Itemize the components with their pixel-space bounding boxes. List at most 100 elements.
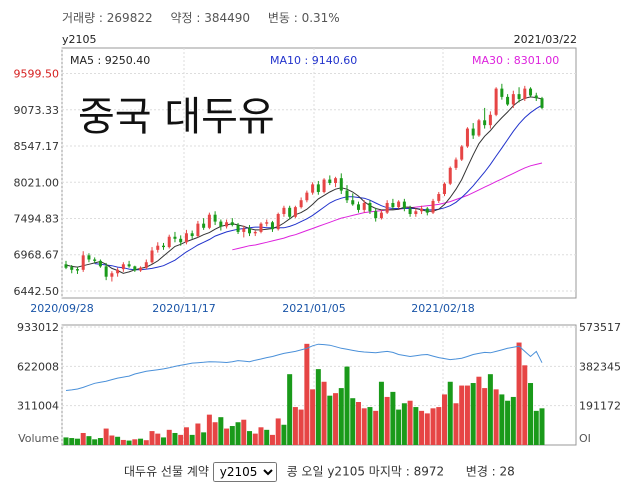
- price-change-info: 변경 : 28: [465, 464, 515, 479]
- volume-bar: [258, 427, 264, 445]
- volume-bar: [516, 342, 522, 445]
- volume-bar: [459, 385, 465, 445]
- candle: [127, 260, 131, 268]
- volume-bar: [315, 369, 321, 445]
- candle-layer: [64, 83, 544, 282]
- volume-bar: [172, 432, 178, 445]
- volume-bar: [528, 383, 534, 445]
- volume-bar: [304, 343, 310, 445]
- candle: [293, 205, 297, 219]
- volume-bar: [355, 401, 361, 445]
- candle: [75, 267, 79, 274]
- change-stat: 변동 : 0.31%: [267, 11, 340, 25]
- volume-bar: [218, 417, 224, 445]
- candle: [402, 198, 406, 212]
- candle: [322, 178, 326, 194]
- volume-bar: [419, 410, 425, 445]
- volume-bar: [138, 438, 144, 445]
- candle: [236, 222, 240, 234]
- volume-bar: [252, 433, 258, 445]
- open-interest-layer: [65, 343, 543, 391]
- volume-bar: [195, 423, 201, 445]
- candle: [110, 271, 114, 282]
- stats-bar: 거래량 : 269822 약정 : 384490 변동 : 0.31%: [62, 9, 354, 26]
- candle: [139, 266, 143, 272]
- oi-tick-label: 382345: [579, 360, 621, 373]
- volume-bar: [510, 396, 516, 445]
- candle: [225, 219, 229, 229]
- volume-bar: [442, 394, 448, 445]
- volume-bar: [298, 409, 304, 445]
- candle: [374, 207, 378, 222]
- date-tick-label: 2021/01/05: [282, 302, 345, 315]
- date-tick-label: 2021/02/18: [411, 302, 474, 315]
- date-tick-label: 2020/09/28: [30, 302, 93, 315]
- volume-bar: [63, 437, 69, 445]
- volume-bar: [539, 408, 545, 445]
- date-label: 2021/03/22: [513, 33, 577, 46]
- candle: [362, 200, 366, 213]
- volume-bar: [396, 409, 402, 445]
- candle: [431, 198, 435, 215]
- volume-bar: [493, 389, 499, 445]
- candle: [339, 173, 343, 195]
- candle: [391, 198, 395, 210]
- volume-stat: 거래량 : 269822: [62, 11, 153, 25]
- candle: [368, 200, 372, 215]
- candle: [299, 197, 303, 209]
- date-tick-label: 2020/11/17: [152, 302, 215, 315]
- candle: [288, 205, 292, 220]
- volume-bar: [281, 424, 287, 445]
- oi-tick-label: 573517: [579, 321, 621, 334]
- volume-bar: [499, 394, 505, 445]
- volume-bar: [470, 383, 476, 445]
- price-panel-frame: [61, 47, 577, 299]
- volume-bar: [505, 400, 511, 445]
- candle: [219, 219, 223, 231]
- candle: [161, 242, 165, 250]
- volume-bar: [424, 413, 430, 445]
- volume-tick-label: 311004: [17, 400, 59, 413]
- candle: [345, 185, 349, 203]
- candle: [242, 225, 246, 238]
- candle: [506, 94, 510, 106]
- price-tick-label: 9599.50: [14, 68, 60, 81]
- candle: [276, 212, 280, 231]
- symbol-label: y2105: [62, 33, 97, 46]
- volume-bar: [132, 439, 138, 445]
- volume-tick-label: 933012: [17, 321, 59, 334]
- volume-bar: [533, 410, 539, 445]
- volume-bar: [97, 438, 103, 445]
- price-tick-label: 8021.00: [14, 176, 60, 189]
- volume-bar: [109, 435, 115, 445]
- candle: [408, 205, 412, 217]
- volume-bar: [333, 393, 339, 445]
- volume-bar: [235, 422, 241, 445]
- volume-bar: [482, 388, 488, 445]
- volume-bar: [241, 419, 247, 445]
- volume-bar: [390, 391, 396, 445]
- candle: [454, 157, 458, 170]
- candle: [87, 253, 91, 263]
- candle: [270, 220, 274, 232]
- candle: [190, 230, 194, 239]
- candle: [500, 83, 504, 100]
- volume-bar: [367, 407, 373, 445]
- contract-select[interactable]: y2105: [212, 462, 277, 482]
- volume-bar: [126, 440, 132, 445]
- volume-bar: [201, 432, 207, 445]
- candle: [443, 182, 447, 197]
- candle: [93, 257, 97, 263]
- volume-bar: [487, 374, 493, 445]
- candle: [425, 207, 429, 216]
- contract-selector-bar: 대두유 선물 계약 y2105 콩 오일 y2105 마지막 : 8972 변경…: [124, 462, 515, 482]
- candle: [150, 247, 154, 264]
- volume-bar: [338, 388, 344, 445]
- volume-bar: [120, 439, 126, 445]
- ma30-label: MA30 : 8301.00: [472, 54, 559, 67]
- candle: [179, 235, 183, 246]
- candle: [477, 118, 481, 137]
- candle: [379, 209, 383, 220]
- volume-bar: [476, 376, 482, 445]
- volume-bar: [430, 408, 436, 445]
